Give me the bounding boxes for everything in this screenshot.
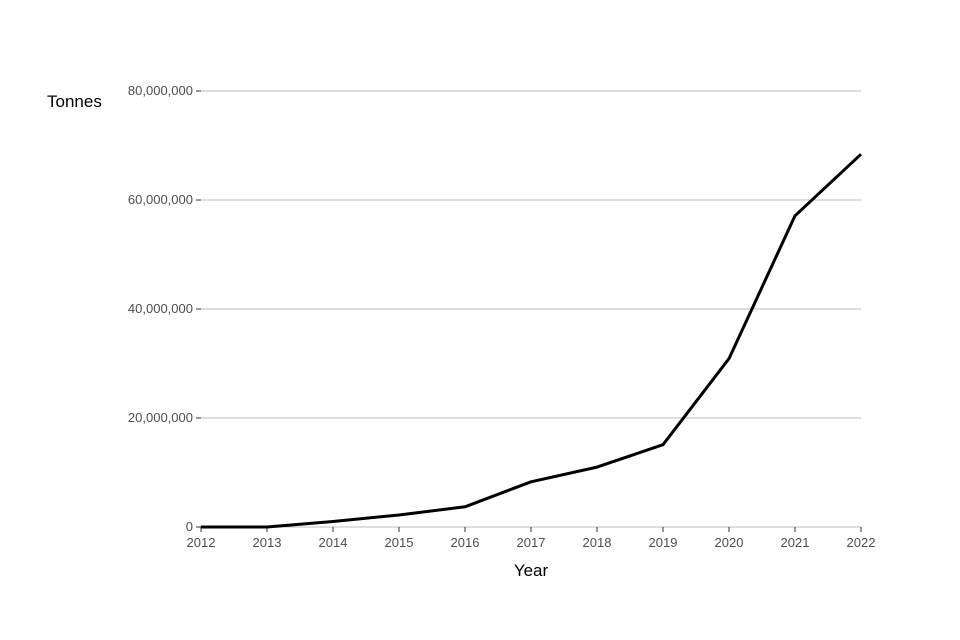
x-tick-label: 2014 bbox=[319, 535, 348, 550]
x-axis: 2012 2013 2014 2015 2016 2017 2018 2019 2020 2021… bbox=[187, 527, 876, 550]
x-tick-label: 2019 bbox=[649, 535, 678, 550]
y-tick-label: 20,000,000 bbox=[128, 410, 193, 425]
y-axis: 0 20,000,000 40,000,000 60,000,000 80,000,00… bbox=[128, 83, 201, 534]
x-tick-label: 2020 bbox=[715, 535, 744, 550]
x-tick-label: 2017 bbox=[517, 535, 546, 550]
x-tick-label: 2012 bbox=[187, 535, 216, 550]
x-tick-label: 2013 bbox=[253, 535, 282, 550]
x-tick-label: 2018 bbox=[583, 535, 612, 550]
y-axis-label: Tonnes bbox=[47, 92, 102, 111]
x-tick-label: 2016 bbox=[451, 535, 480, 550]
series-line bbox=[201, 153, 863, 529]
x-tick-label: 2015 bbox=[385, 535, 414, 550]
y-tick-label: 80,000,000 bbox=[128, 83, 193, 98]
y-tick-label: 40,000,000 bbox=[128, 301, 193, 316]
y-tick-label: 0 bbox=[186, 519, 193, 534]
x-axis-label: Year bbox=[514, 561, 549, 580]
y-tick-label: 60,000,000 bbox=[128, 192, 193, 207]
gridlines bbox=[201, 90, 861, 528]
x-tick-label: 2021 bbox=[781, 535, 810, 550]
x-tick-label: 2022 bbox=[847, 535, 876, 550]
